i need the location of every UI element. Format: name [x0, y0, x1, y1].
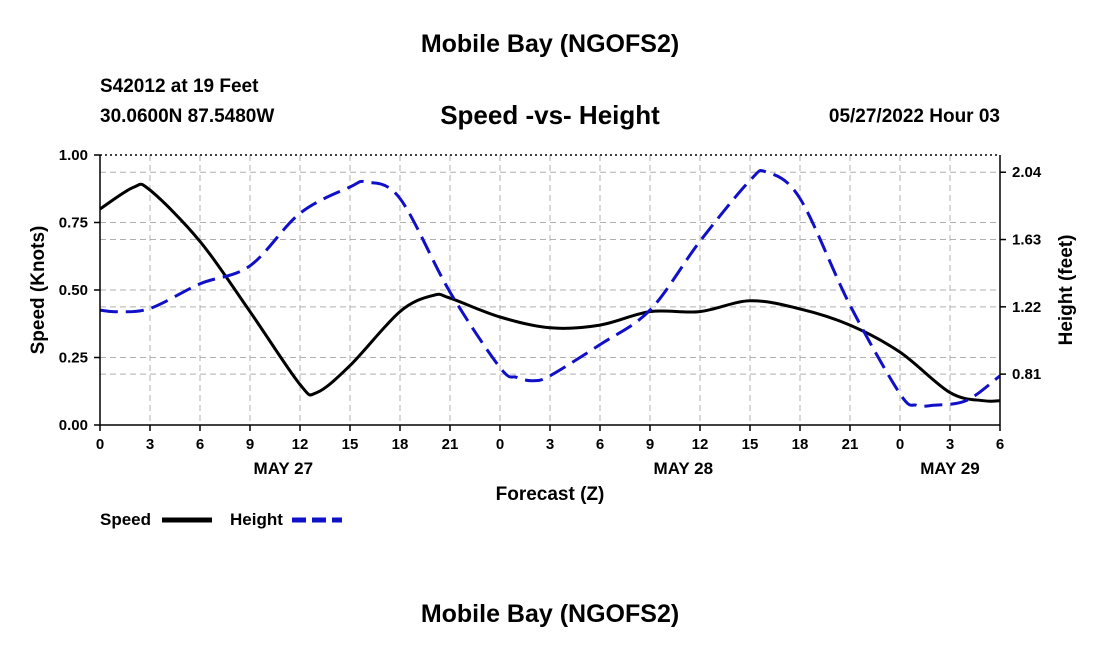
- y-tick-label-right: 0.81: [1012, 366, 1041, 383]
- x-tick-label: 0: [96, 436, 104, 453]
- legend-label-height: Height: [230, 510, 283, 529]
- y-tick-label-left: 0.00: [59, 417, 88, 434]
- series-line-height: [99, 168, 1001, 408]
- x-tick-label: 3: [546, 436, 554, 453]
- station-label: S42012 at 19 Feet: [100, 76, 259, 97]
- x-tick-label: 12: [292, 436, 309, 453]
- x-tick-label: 9: [646, 436, 654, 453]
- axes: 0 3 6 9 12 15 18 21 0 3 6 9 12 15 18 21 0 3 6 MAY 27 MAY 28 M…: [28, 147, 1077, 505]
- legend-label-speed: Speed: [100, 510, 151, 529]
- x-tick-label: 15: [742, 436, 759, 453]
- forecast-datetime: 05/27/2022 Hour 03: [828, 106, 1000, 127]
- x-tick-label: 0: [896, 436, 904, 453]
- x-tick-label: 21: [842, 436, 859, 453]
- footer-title: Mobile Bay (NGOFS2): [420, 600, 680, 628]
- grid: [100, 155, 1000, 425]
- date-label: MAY 29: [920, 459, 980, 478]
- y-tick-label-left: 0.50: [59, 282, 88, 299]
- y-tick-label-left: 0.75: [59, 215, 88, 232]
- date-label: MAY 28: [654, 459, 714, 478]
- x-tick-label: 18: [792, 436, 809, 453]
- x-tick-label: 18: [392, 436, 409, 453]
- x-axis-title: Forecast (Z): [496, 484, 605, 505]
- x-tick-label: 3: [946, 436, 954, 453]
- y-tick-label-right: 1.22: [1012, 299, 1041, 316]
- x-tick-label: 6: [996, 436, 1004, 453]
- x-tick-label: 6: [196, 436, 204, 453]
- y-tick-label-right: 2.04: [1012, 164, 1042, 181]
- legend: Speed Height: [100, 510, 342, 529]
- coordinates-label: 30.0600N 87.5480W: [100, 106, 275, 127]
- x-tick-label: 21: [442, 436, 459, 453]
- x-tick-label: 15: [342, 436, 359, 453]
- chart-subtitle: Speed -vs- Height: [440, 100, 660, 130]
- chart-title: Mobile Bay (NGOFS2): [420, 30, 680, 58]
- x-tick-label: 6: [596, 436, 604, 453]
- y-axis-title-left: Speed (Knots): [28, 226, 49, 355]
- y-tick-label-right: 1.63: [1012, 232, 1041, 249]
- series-lines: [99, 168, 1001, 408]
- x-tick-label: 9: [246, 436, 254, 453]
- x-tick-label: 0: [496, 436, 504, 453]
- x-tick-label: 12: [692, 436, 709, 453]
- x-tick-label: 3: [146, 436, 154, 453]
- y-axis-title-right: Height (feet): [1056, 235, 1077, 346]
- y-tick-label-left: 1.00: [59, 147, 88, 164]
- y-tick-label-left: 0.25: [59, 350, 88, 367]
- date-label: MAY 27: [254, 459, 314, 478]
